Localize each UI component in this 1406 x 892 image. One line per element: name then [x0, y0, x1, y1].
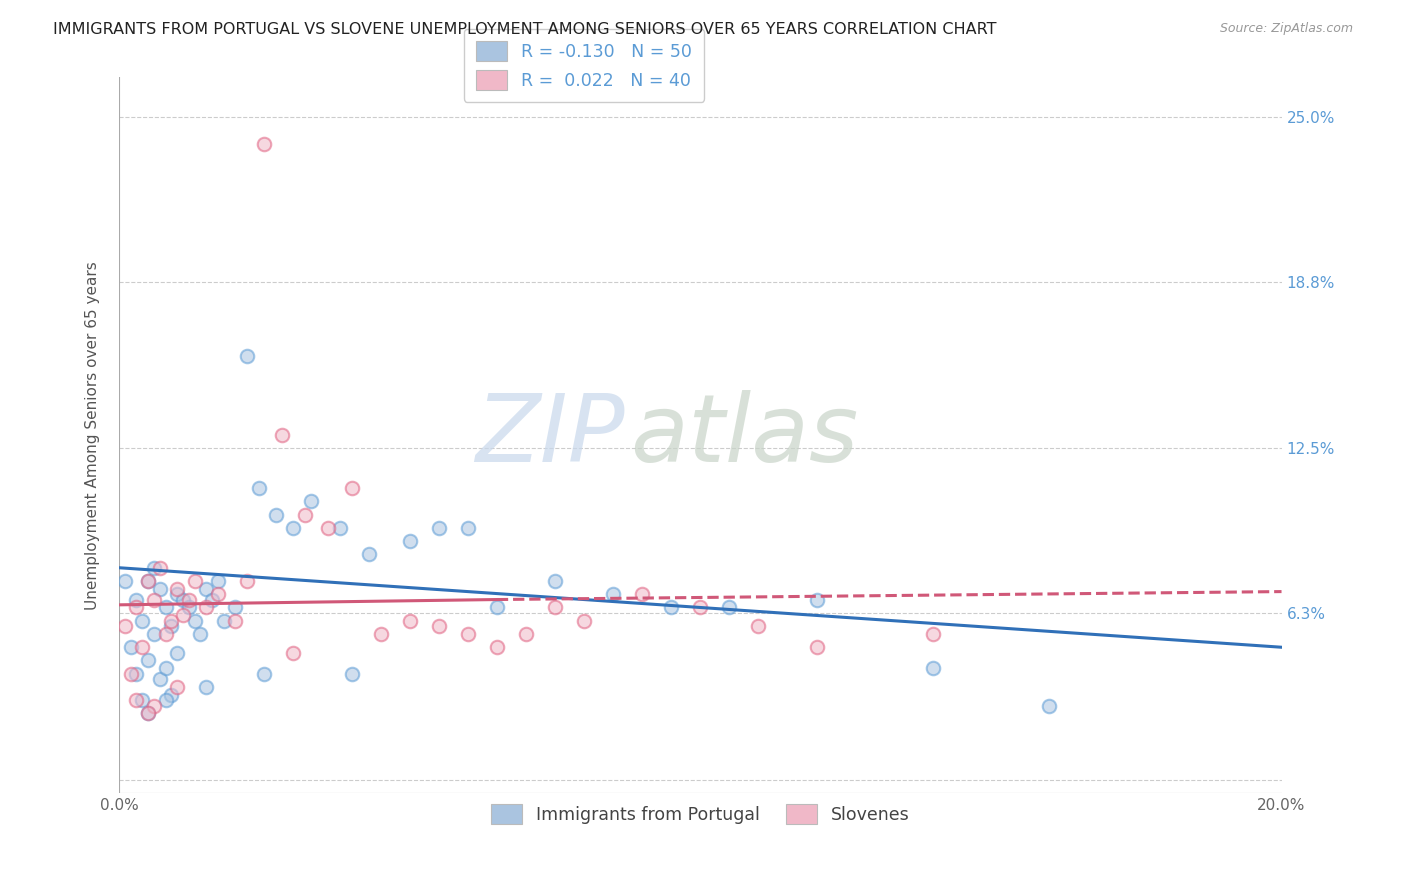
- Point: [142, 698, 165, 713]
- Point: [427, 619, 450, 633]
- Point: [457, 521, 479, 535]
- Point: [183, 574, 205, 588]
- Point: [149, 672, 172, 686]
- Point: [131, 614, 153, 628]
- Point: [183, 614, 205, 628]
- Point: [149, 582, 172, 596]
- Point: [1038, 698, 1060, 713]
- Point: [270, 428, 292, 442]
- Point: [166, 582, 188, 596]
- Point: [398, 614, 420, 628]
- Point: [283, 521, 305, 535]
- Point: [253, 666, 276, 681]
- Point: [160, 688, 183, 702]
- Legend: Immigrants from Portugal, Slovenes: Immigrants from Portugal, Slovenes: [481, 794, 920, 834]
- Point: [136, 706, 159, 721]
- Point: [131, 640, 153, 655]
- Point: [177, 600, 200, 615]
- Point: [398, 534, 420, 549]
- Point: [340, 481, 363, 495]
- Point: [114, 619, 136, 633]
- Point: [155, 627, 177, 641]
- Point: [544, 574, 567, 588]
- Text: Source: ZipAtlas.com: Source: ZipAtlas.com: [1219, 22, 1353, 36]
- Point: [236, 349, 259, 363]
- Point: [747, 619, 769, 633]
- Point: [224, 614, 246, 628]
- Point: [329, 521, 352, 535]
- Point: [806, 592, 828, 607]
- Point: [357, 548, 380, 562]
- Text: atlas: atlas: [630, 390, 859, 481]
- Point: [299, 494, 322, 508]
- Text: IMMIGRANTS FROM PORTUGAL VS SLOVENE UNEMPLOYMENT AMONG SENIORS OVER 65 YEARS COR: IMMIGRANTS FROM PORTUGAL VS SLOVENE UNEM…: [53, 22, 997, 37]
- Point: [224, 600, 246, 615]
- Point: [236, 574, 259, 588]
- Point: [718, 600, 741, 615]
- Point: [195, 582, 218, 596]
- Point: [166, 646, 188, 660]
- Point: [457, 627, 479, 641]
- Point: [160, 619, 183, 633]
- Point: [155, 661, 177, 675]
- Point: [155, 693, 177, 707]
- Point: [131, 693, 153, 707]
- Point: [264, 508, 287, 522]
- Point: [485, 640, 508, 655]
- Point: [160, 614, 183, 628]
- Point: [142, 560, 165, 574]
- Point: [177, 592, 200, 607]
- Point: [806, 640, 828, 655]
- Point: [659, 600, 682, 615]
- Point: [136, 574, 159, 588]
- Point: [142, 627, 165, 641]
- Point: [572, 614, 595, 628]
- Point: [689, 600, 711, 615]
- Point: [631, 587, 654, 601]
- Point: [602, 587, 624, 601]
- Point: [136, 653, 159, 667]
- Point: [172, 608, 194, 623]
- Point: [114, 574, 136, 588]
- Point: [195, 600, 218, 615]
- Point: [921, 627, 943, 641]
- Point: [136, 574, 159, 588]
- Point: [120, 640, 142, 655]
- Point: [340, 666, 363, 681]
- Point: [166, 680, 188, 694]
- Point: [201, 592, 224, 607]
- Point: [427, 521, 450, 535]
- Point: [125, 600, 148, 615]
- Point: [207, 574, 229, 588]
- Point: [120, 666, 142, 681]
- Point: [921, 661, 943, 675]
- Point: [316, 521, 339, 535]
- Y-axis label: Unemployment Among Seniors over 65 years: Unemployment Among Seniors over 65 years: [86, 260, 100, 609]
- Point: [125, 666, 148, 681]
- Point: [283, 646, 305, 660]
- Point: [370, 627, 392, 641]
- Point: [212, 614, 235, 628]
- Point: [485, 600, 508, 615]
- Point: [155, 600, 177, 615]
- Point: [195, 680, 218, 694]
- Point: [125, 693, 148, 707]
- Point: [247, 481, 270, 495]
- Point: [136, 706, 159, 721]
- Point: [253, 136, 276, 151]
- Point: [515, 627, 537, 641]
- Point: [294, 508, 316, 522]
- Point: [544, 600, 567, 615]
- Point: [172, 592, 194, 607]
- Point: [166, 587, 188, 601]
- Point: [207, 587, 229, 601]
- Text: ZIP: ZIP: [475, 390, 624, 481]
- Point: [149, 560, 172, 574]
- Point: [125, 592, 148, 607]
- Point: [190, 627, 212, 641]
- Point: [142, 592, 165, 607]
